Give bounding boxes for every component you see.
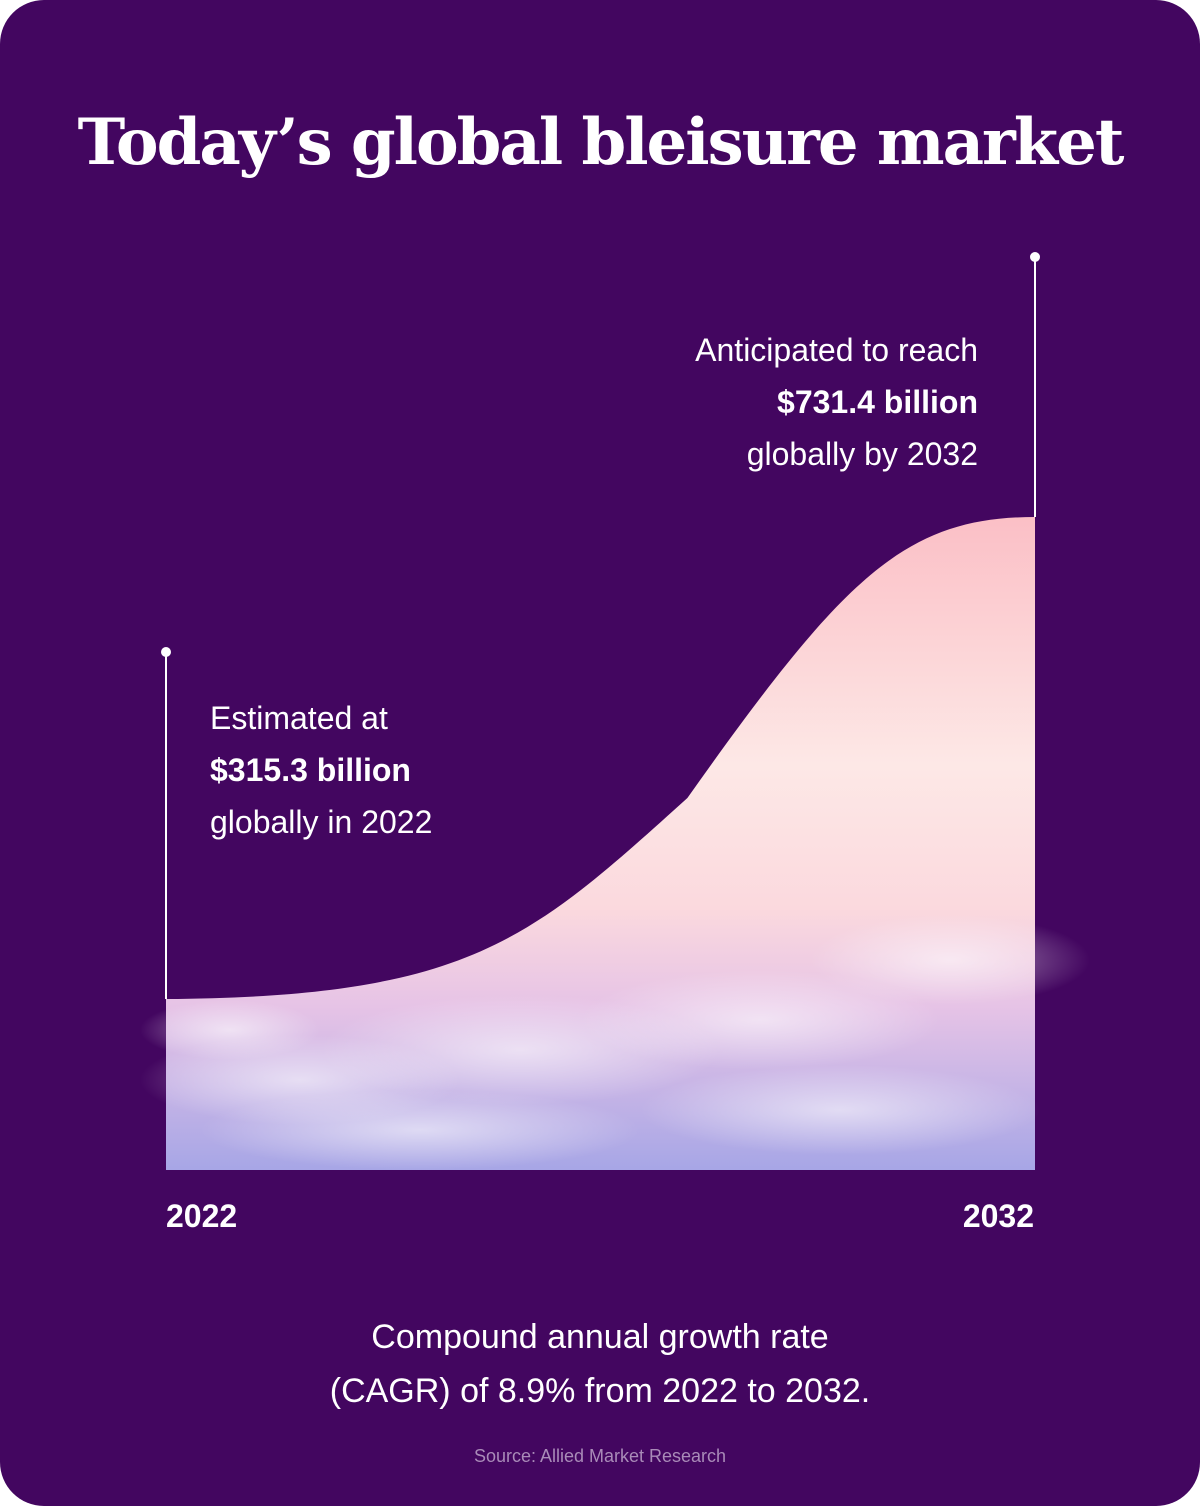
source-note: Source: Allied Market Research [473,1446,727,1466]
annotation-2032: Anticipated to reach $731.4 billion glob… [695,324,978,480]
cloud-texture [640,1065,1040,1155]
leader-dot-2022 [161,647,171,657]
annotation-2022-line3: globally in 2022 [210,804,433,840]
cagr-note: Compound annual growth rate (CAGR) of 8.… [0,1310,1200,1418]
x-tick-label-2032: 2032 [962,1198,1034,1234]
annotation-2022-line1: Estimated at [210,700,388,736]
x-tick-label-2022: 2022 [166,1198,238,1234]
chart-title: Today’s global bleisure market [77,105,1125,180]
annotation-2032-value: $731.4 billion [777,384,978,420]
cagr-note-line1: Compound annual growth rate [371,1318,829,1356]
annotation-2022-value: $315.3 billion [210,752,411,788]
cloud-texture [810,915,1090,1005]
annotation-2032-line1: Anticipated to reach [695,332,978,368]
annotation-2022: Estimated at $315.3 billion globally in … [210,692,432,848]
cagr-note-line2: (CAGR) of 8.9% from 2022 to 2032. [329,1372,871,1410]
annotation-2032-line3: globally by 2032 [746,436,978,472]
leader-dot-2032 [1030,252,1040,262]
cloud-texture [200,1090,640,1170]
cloud-texture [580,970,940,1070]
cloud-texture [140,1000,320,1060]
